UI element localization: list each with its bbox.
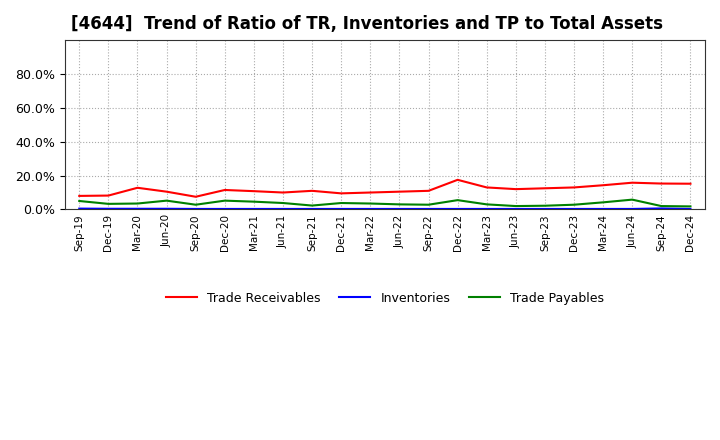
Trade Receivables — [104, 193, 113, 198]
Inventories — [424, 206, 433, 212]
Inventories — [599, 206, 608, 212]
Inventories — [628, 206, 636, 212]
Trade Receivables — [279, 190, 287, 195]
Trade Payables — [454, 198, 462, 203]
Trade Payables — [628, 197, 636, 202]
Trade Payables — [424, 202, 433, 207]
Trade Payables — [599, 200, 608, 205]
Inventories — [482, 206, 491, 212]
Trade Payables — [250, 199, 258, 204]
Line: Trade Payables: Trade Payables — [79, 200, 690, 206]
Inventories — [657, 206, 666, 211]
Inventories — [220, 206, 229, 212]
Trade Receivables — [511, 187, 520, 192]
Trade Receivables — [628, 180, 636, 185]
Trade Payables — [570, 202, 578, 207]
Trade Payables — [220, 198, 229, 203]
Trade Payables — [75, 198, 84, 204]
Trade Payables — [133, 201, 142, 206]
Trade Receivables — [424, 188, 433, 194]
Inventories — [454, 206, 462, 212]
Inventories — [541, 206, 549, 212]
Trade Receivables — [599, 183, 608, 188]
Trade Receivables — [220, 187, 229, 193]
Trade Receivables — [657, 181, 666, 186]
Trade Receivables — [395, 189, 404, 194]
Inventories — [307, 206, 316, 212]
Trade Payables — [104, 201, 113, 206]
Trade Receivables — [250, 188, 258, 194]
Inventories — [686, 206, 695, 212]
Trade Receivables — [570, 185, 578, 190]
Line: Trade Receivables: Trade Receivables — [79, 180, 690, 197]
Trade Receivables — [454, 177, 462, 183]
Inventories — [337, 206, 346, 212]
Inventories — [162, 206, 171, 211]
Inventories — [250, 206, 258, 212]
Trade Payables — [541, 203, 549, 209]
Text: [4644]  Trend of Ratio of TR, Inventories and TP to Total Assets: [4644] Trend of Ratio of TR, Inventories… — [71, 15, 663, 33]
Trade Payables — [192, 202, 200, 207]
Trade Payables — [482, 202, 491, 207]
Trade Receivables — [133, 185, 142, 191]
Trade Receivables — [366, 190, 374, 195]
Inventories — [279, 206, 287, 212]
Trade Payables — [395, 202, 404, 207]
Trade Receivables — [75, 193, 84, 198]
Inventories — [192, 206, 200, 212]
Trade Receivables — [162, 189, 171, 194]
Trade Receivables — [192, 194, 200, 199]
Trade Payables — [511, 203, 520, 209]
Trade Payables — [307, 203, 316, 208]
Trade Payables — [279, 200, 287, 205]
Legend: Trade Receivables, Inventories, Trade Payables: Trade Receivables, Inventories, Trade Pa… — [161, 287, 609, 310]
Inventories — [366, 206, 374, 212]
Trade Receivables — [686, 181, 695, 187]
Trade Receivables — [482, 185, 491, 190]
Trade Payables — [337, 200, 346, 205]
Trade Payables — [686, 204, 695, 209]
Trade Payables — [657, 203, 666, 209]
Inventories — [511, 206, 520, 212]
Inventories — [570, 206, 578, 212]
Trade Payables — [366, 201, 374, 206]
Inventories — [104, 206, 113, 211]
Inventories — [75, 206, 84, 211]
Trade Receivables — [541, 186, 549, 191]
Trade Payables — [162, 198, 171, 203]
Trade Receivables — [307, 188, 316, 194]
Inventories — [395, 206, 404, 212]
Inventories — [133, 206, 142, 211]
Trade Receivables — [337, 191, 346, 196]
